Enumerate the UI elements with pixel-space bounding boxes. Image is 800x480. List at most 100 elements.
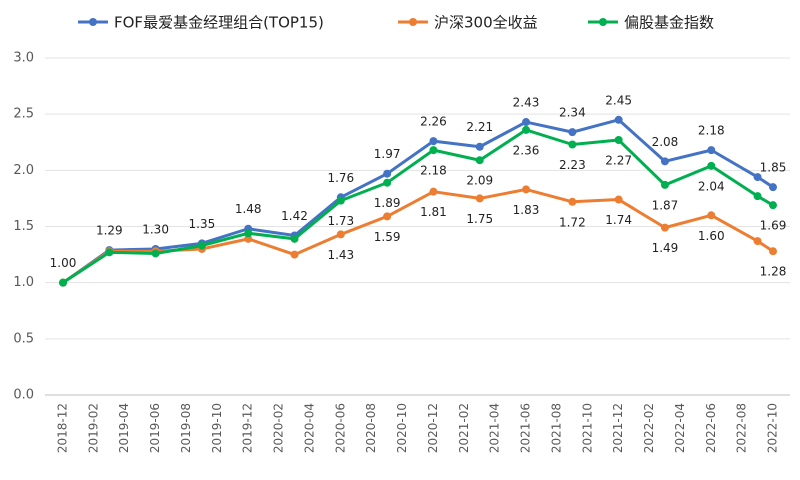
point <box>614 136 623 145</box>
point <box>769 183 777 192</box>
y-tick-label: 0.5 <box>13 331 34 346</box>
x-tick-label: 2020-08 <box>364 403 378 453</box>
data-label: 1.87 <box>652 198 679 212</box>
data-label: 2.21 <box>466 120 493 134</box>
x-tick-label: 2021-10 <box>580 403 594 453</box>
x-tick-label: 2022-10 <box>766 403 780 453</box>
point <box>475 194 484 203</box>
point <box>383 169 392 178</box>
point <box>753 192 762 201</box>
point <box>244 234 253 243</box>
point <box>383 212 392 221</box>
point <box>568 128 577 137</box>
data-label: 1.81 <box>420 205 447 219</box>
data-label: 1.75 <box>466 212 493 226</box>
data-label: 1.73 <box>327 214 354 228</box>
legend-marker <box>409 18 417 26</box>
point <box>753 173 762 182</box>
y-tick-label: 2.0 <box>13 163 34 178</box>
data-label: 1.72 <box>559 215 586 229</box>
point <box>105 248 114 257</box>
point <box>707 146 716 155</box>
point <box>429 137 438 146</box>
point <box>290 234 299 243</box>
data-label: 1.85 <box>760 161 787 175</box>
data-label: 1.29 <box>96 224 123 238</box>
y-tick-label: 2.5 <box>13 107 34 122</box>
point <box>707 161 716 170</box>
data-label: 2.43 <box>513 96 540 110</box>
y-tick-label: 1.5 <box>13 219 34 234</box>
point <box>475 156 484 165</box>
data-label: 1.00 <box>50 256 77 270</box>
data-label: 1.76 <box>327 171 354 185</box>
data-label: 2.34 <box>559 106 586 120</box>
point <box>429 187 438 196</box>
x-tick-label: 2020-10 <box>395 403 409 453</box>
x-tick-label: 2018-12 <box>56 403 70 453</box>
point <box>614 115 623 124</box>
data-label: 1.35 <box>189 217 216 231</box>
point <box>244 229 253 238</box>
x-tick-label: 2021-02 <box>457 403 471 453</box>
data-label: 1.43 <box>327 248 354 262</box>
point <box>568 140 577 149</box>
x-tick-label: 2021-08 <box>549 403 563 453</box>
point <box>336 230 345 239</box>
data-label: 1.48 <box>235 202 262 216</box>
data-label: 1.69 <box>760 219 787 233</box>
point <box>753 237 762 246</box>
point <box>660 180 669 189</box>
data-label: 1.74 <box>605 213 632 227</box>
data-label: 2.36 <box>513 143 540 157</box>
data-label: 1.60 <box>698 229 725 243</box>
legend-label: 偏股基金指数 <box>624 14 714 32</box>
data-label: 2.27 <box>605 154 632 168</box>
point <box>197 241 206 250</box>
data-label: 2.18 <box>420 164 447 178</box>
legend-label: FOF最爱基金经理组合(TOP15) <box>114 14 324 32</box>
data-label: 2.04 <box>698 179 725 193</box>
point <box>707 211 716 220</box>
x-tick-label: 2019-02 <box>86 403 100 453</box>
point <box>383 178 392 187</box>
data-label: 2.09 <box>466 174 493 188</box>
point <box>660 223 669 232</box>
point <box>59 278 67 287</box>
point <box>660 157 669 166</box>
data-label: 1.28 <box>760 265 787 279</box>
x-tick-label: 2019-08 <box>179 403 193 453</box>
x-tick-label: 2021-06 <box>519 403 533 453</box>
data-label: 2.26 <box>420 115 447 129</box>
point <box>290 250 299 259</box>
x-tick-label: 2020-12 <box>426 403 440 453</box>
y-tick-label: 3.0 <box>13 51 34 66</box>
point <box>429 146 438 155</box>
x-tick-label: 2019-04 <box>117 403 131 453</box>
point <box>769 247 777 256</box>
point <box>614 195 623 204</box>
y-tick-label: 1.0 <box>13 275 34 290</box>
data-label: 2.45 <box>605 93 632 107</box>
x-tick-label: 2022-04 <box>673 403 687 453</box>
point <box>475 142 484 151</box>
data-label: 1.42 <box>281 209 308 223</box>
data-label: 1.83 <box>513 203 540 217</box>
point <box>522 185 531 194</box>
x-tick-label: 2020-02 <box>272 403 286 453</box>
x-tick-label: 2020-06 <box>333 403 347 453</box>
point <box>522 125 531 134</box>
x-tick-label: 2021-04 <box>488 403 502 453</box>
x-tick-label: 2022-02 <box>642 403 656 453</box>
data-label: 1.49 <box>652 241 679 255</box>
data-label: 1.89 <box>374 196 401 210</box>
legend-marker <box>599 18 607 26</box>
data-label: 2.18 <box>698 124 725 138</box>
point <box>769 201 777 210</box>
point <box>568 197 577 206</box>
data-label: 1.59 <box>374 230 401 244</box>
x-tick-label: 2019-12 <box>241 403 255 453</box>
x-tick-label: 2022-08 <box>735 403 749 453</box>
point <box>522 118 531 127</box>
